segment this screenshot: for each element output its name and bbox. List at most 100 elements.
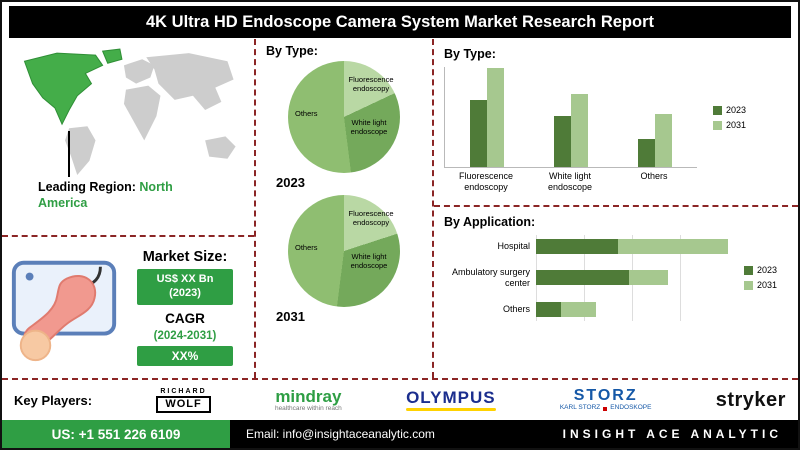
category-whitelight: White light endoscope xyxy=(547,171,593,192)
application-bar-hospital xyxy=(536,239,728,254)
olympus-yellow-bar xyxy=(406,408,496,411)
bar-2023 xyxy=(638,138,655,167)
pie-charts-column: By Type: Fluorescence endoscopy White li… xyxy=(256,39,434,378)
pie-2023-label-others: Others xyxy=(295,109,318,118)
pies-section-heading: By Type: xyxy=(266,44,318,58)
application-bar-others xyxy=(536,301,728,317)
pie-2023-label-whitelight: White light endoscope xyxy=(350,118,388,136)
pie-2031-wrap: Fluorescence endoscopy White light endos… xyxy=(288,195,400,307)
application-row-ambulatory: Ambulatory surgery center xyxy=(444,267,728,289)
leading-region-section: Leading Region: North America xyxy=(2,39,254,237)
pie-2031-label-fluorescence: Fluorescence endoscopy xyxy=(348,209,394,227)
market-size-value-box: US$ XX Bn (2023) xyxy=(137,269,233,305)
mindray-logo: mindray healthcare within reach xyxy=(275,388,342,413)
legend-item-2023: 2023 xyxy=(713,105,746,115)
monitor-dot xyxy=(25,272,34,280)
pie-2031-disc xyxy=(288,195,400,307)
bar-2031 xyxy=(571,93,588,167)
map-south-america xyxy=(65,126,96,175)
bar-segment-2023 xyxy=(536,239,619,254)
application-row-others: Others xyxy=(444,301,728,317)
left-column: Leading Region: North America Market Siz… xyxy=(2,39,256,378)
legend-item-2023: 2023 xyxy=(744,265,777,275)
by-type-bar-section: By Type: 2023 2031 F xyxy=(434,39,798,207)
bar-2031 xyxy=(655,114,672,167)
bar-2023 xyxy=(554,116,571,167)
bar-segment-2031 xyxy=(629,270,668,286)
pie-2031-label-whitelight: White light endoscope xyxy=(350,252,388,270)
footer-email: Email: info@insightaceanalytic.com xyxy=(246,427,435,441)
by-type-category-labels: Fluorescence endoscopy White light endos… xyxy=(444,171,696,193)
by-application-section: By Application: Hospital Ambulatory surg… xyxy=(434,207,798,378)
mindray-name: mindray xyxy=(275,386,342,406)
cagr-value-box: XX% xyxy=(137,345,233,366)
legend-label-2031: 2031 xyxy=(757,280,778,291)
endoscope-illustration xyxy=(11,260,117,361)
pie-2031-year-label: 2031 xyxy=(276,309,305,324)
legend-swatch-2023 xyxy=(713,105,722,115)
bar-segment-2023 xyxy=(536,301,561,317)
richard-wolf-top-text: RICHARD xyxy=(160,387,207,395)
application-bar-ambulatory xyxy=(536,270,728,286)
map-europe xyxy=(123,59,155,84)
cagr-label: CAGR xyxy=(165,310,205,326)
storz-sub-right: ENDOSKOPE xyxy=(610,404,652,412)
bar-group xyxy=(554,93,588,167)
application-row-hospital: Hospital xyxy=(444,239,728,254)
application-label-others: Others xyxy=(502,303,530,314)
leading-region-value: North America xyxy=(38,180,173,211)
bar-segment-2031 xyxy=(560,301,597,317)
storz-subtitle: KARL STORZ ENDOSKOPE xyxy=(560,405,652,412)
by-type-bar-plot xyxy=(444,67,697,168)
bar-2023 xyxy=(470,99,487,167)
by-application-legend: 2023 2031 xyxy=(744,239,777,317)
legend-label-2023: 2023 xyxy=(726,105,747,115)
market-size-value: US$ XX Bn xyxy=(156,273,214,286)
richard-wolf-logo: RICHARD WOLF xyxy=(156,387,211,413)
leading-region-label: Leading Region: xyxy=(38,180,136,194)
storz-sub-left: KARL STORZ xyxy=(559,404,601,412)
by-application-rows: Hospital Ambulatory surgery center Other… xyxy=(444,239,728,317)
storz-logo: STORZ KARL STORZ ENDOSKOPE xyxy=(560,388,652,412)
olympus-logo: OLYMPUS xyxy=(406,389,496,411)
mindray-tagline: healthcare within reach xyxy=(274,404,342,412)
key-players-strip: Key Players: RICHARD WOLF mindray health… xyxy=(2,378,798,420)
by-type-bar-area: 2023 2031 xyxy=(444,67,788,168)
category-others: Others xyxy=(640,171,668,181)
world-map xyxy=(23,48,236,175)
category-fluorescence: Fluorescence endoscopy xyxy=(458,171,514,192)
report-title: 4K Ultra HD Endoscope Camera System Mark… xyxy=(145,12,654,31)
bar-segment-2023 xyxy=(536,270,630,286)
key-players-label: Key Players: xyxy=(14,392,93,408)
application-label-hospital: Hospital xyxy=(497,241,530,252)
by-application-heading: By Application: xyxy=(444,215,536,229)
map-asia xyxy=(146,53,234,110)
bar-2031 xyxy=(487,68,504,167)
right-column: By Type: 2023 2031 F xyxy=(434,39,798,378)
map-australia xyxy=(205,136,236,159)
legend-label-2023: 2023 xyxy=(757,265,778,276)
storz-red-dot xyxy=(603,406,608,411)
cagr-period: (2024-2031) xyxy=(153,329,217,342)
bar-group xyxy=(638,114,672,167)
leading-region-text: Leading Region: North America xyxy=(38,179,208,212)
legend-swatch-2023 xyxy=(744,265,753,275)
pie-2023-disc xyxy=(288,61,400,173)
pie-2023-year-label: 2023 xyxy=(276,175,305,190)
bar-segment-2031 xyxy=(618,239,728,254)
footer-black-bar: Email: info@insightaceanalytic.com INSIG… xyxy=(230,420,798,448)
richard-wolf-box-text: WOLF xyxy=(156,395,211,413)
application-label-ambulatory: Ambulatory surgery center xyxy=(451,267,530,288)
map-north-america xyxy=(23,52,104,126)
market-size-section: Market Size: US$ XX Bn (2023) CAGR (2024… xyxy=(2,237,254,378)
legend-item-2031: 2031 xyxy=(744,280,777,290)
map-greenland xyxy=(101,48,123,64)
stryker-logo: stryker xyxy=(715,388,786,411)
storz-name: STORZ xyxy=(573,387,638,405)
legend-label-2031: 2031 xyxy=(726,120,747,130)
by-application-plot: Hospital Ambulatory surgery center Other… xyxy=(444,235,728,321)
by-type-legend: 2023 2031 xyxy=(713,67,746,168)
market-size-year: (2023) xyxy=(169,287,201,299)
organ-circle xyxy=(19,329,52,361)
